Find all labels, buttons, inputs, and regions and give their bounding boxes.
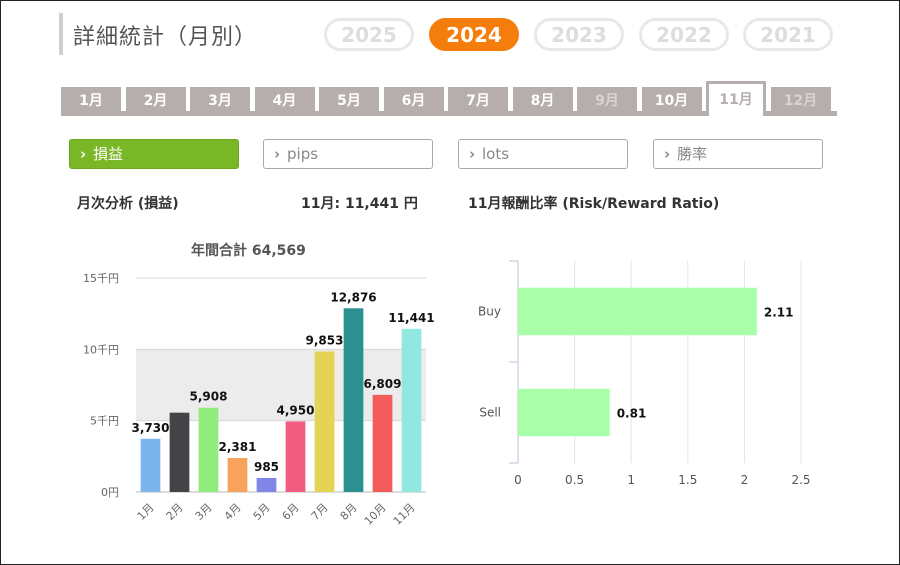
data-label: 4,950 xyxy=(277,403,315,417)
year-tab-2021[interactable]: 2021 xyxy=(743,18,833,51)
data-label: 2.11 xyxy=(764,306,794,320)
month-tab-1[interactable]: 1月 xyxy=(61,87,121,115)
metric-button-pips[interactable]: › pips xyxy=(263,139,433,169)
metric-label: lots xyxy=(482,145,510,163)
metric-button-lots[interactable]: › lots xyxy=(458,139,628,169)
month-tab-3[interactable]: 3月 xyxy=(190,87,250,115)
x-tick-label: 1 xyxy=(627,473,635,487)
bar-6月 xyxy=(285,421,306,492)
bar-8月 xyxy=(343,308,364,492)
month-value-heading: 11月: 11,441 円 xyxy=(301,196,418,212)
x-tick-label: 2 xyxy=(741,473,749,487)
month-tab-4[interactable]: 4月 xyxy=(254,87,315,115)
x-tick-label: 8月 xyxy=(338,501,360,523)
data-label: 12,876 xyxy=(330,290,376,304)
data-label: 9,853 xyxy=(306,333,344,347)
data-label: 3,730 xyxy=(132,421,170,435)
metric-label: pips xyxy=(287,145,319,163)
x-tick-label: 5月 xyxy=(251,501,273,523)
bar-5月 xyxy=(256,477,277,492)
year-tab-2022[interactable]: 2022 xyxy=(639,18,729,51)
bar-Sell xyxy=(518,388,610,437)
bar-7月 xyxy=(314,351,335,492)
y-tick-label: 10千円 xyxy=(83,343,119,356)
page-title: 詳細統計（月別） xyxy=(73,25,258,50)
bar-11月 xyxy=(401,328,422,492)
y-tick-label: Buy xyxy=(478,305,501,319)
month-tab-10[interactable]: 10月 xyxy=(641,87,702,115)
x-tick-label: 6月 xyxy=(280,501,302,523)
data-label: 6,809 xyxy=(364,377,402,391)
plot-band xyxy=(136,278,426,350)
y-tick-label: 5千円 xyxy=(90,415,119,428)
chevron-right-icon: › xyxy=(469,145,476,163)
bar-Buy xyxy=(518,287,757,336)
metric-button-profit[interactable]: › 損益 xyxy=(69,139,239,169)
month-tab-12: 12月 xyxy=(770,87,831,115)
bar-1月 xyxy=(140,438,161,492)
x-tick-label: 7月 xyxy=(309,501,331,523)
year-tab-2023[interactable]: 2023 xyxy=(534,18,624,51)
bar-2月 xyxy=(169,412,190,492)
y-tick-label: 15千円 xyxy=(83,272,119,285)
x-tick-label: 2月 xyxy=(164,501,186,523)
month-tab-9: 9月 xyxy=(577,87,637,115)
x-tick-label: 1.5 xyxy=(678,473,697,487)
month-tab-5[interactable]: 5月 xyxy=(319,87,379,115)
metric-label: 損益 xyxy=(93,145,124,163)
chevron-right-icon: › xyxy=(80,145,87,163)
bar-4月 xyxy=(227,458,248,492)
data-label: 5,908 xyxy=(190,390,228,404)
metric-button-winrate[interactable]: › 勝率 xyxy=(653,139,823,169)
monthly-analysis-heading: 月次分析 (損益) xyxy=(77,196,179,212)
risk-reward-chart: 0 0.5 1 1.5 2 2.5 Buy 2.11 Sell 0.81 xyxy=(478,260,811,487)
month-tab-11[interactable]: 11月 xyxy=(706,81,766,116)
bar-3月 xyxy=(198,407,219,492)
x-tick-label: 4月 xyxy=(222,501,244,523)
x-tick-label: 0 xyxy=(514,473,522,487)
monthly-profit-chart: 0円 5千円 10千円 15千円 3,730 1月 2月 5,908 3月 2,381 4月 985 5… xyxy=(83,272,435,528)
metric-label: 勝率 xyxy=(677,145,708,163)
chevron-right-icon: › xyxy=(664,145,671,163)
x-tick-label: 11月 xyxy=(391,501,418,528)
x-tick-label: 3月 xyxy=(193,501,215,523)
month-tab-8[interactable]: 8月 xyxy=(512,87,573,115)
x-tick-label: 2.5 xyxy=(791,473,810,487)
bar-10月 xyxy=(372,394,393,492)
title-accent-bar xyxy=(59,13,63,55)
y-tick-label: 0円 xyxy=(101,486,119,499)
month-tab-7[interactable]: 7月 xyxy=(448,87,508,115)
month-tab-2[interactable]: 2月 xyxy=(125,87,186,115)
month-tab-6[interactable]: 6月 xyxy=(383,87,444,115)
data-label: 2,381 xyxy=(219,440,257,454)
data-label: 0.81 xyxy=(617,407,647,421)
y-tick-label: Sell xyxy=(479,406,501,420)
x-tick-label: 0.5 xyxy=(565,473,584,487)
year-tab-2024[interactable]: 2024 xyxy=(429,18,519,51)
annual-total-label: 年間合計 64,569 xyxy=(191,243,306,259)
year-tab-2025[interactable]: 2025 xyxy=(324,18,414,51)
x-tick-label: 1月 xyxy=(135,501,157,523)
chevron-right-icon: › xyxy=(274,145,281,163)
ratio-chart-heading: 11月報酬比率 (Risk/Reward Ratio) xyxy=(468,196,720,212)
data-label: 11,441 xyxy=(388,311,434,325)
data-label: 985 xyxy=(254,460,279,474)
x-tick-label: 10月 xyxy=(362,501,389,528)
